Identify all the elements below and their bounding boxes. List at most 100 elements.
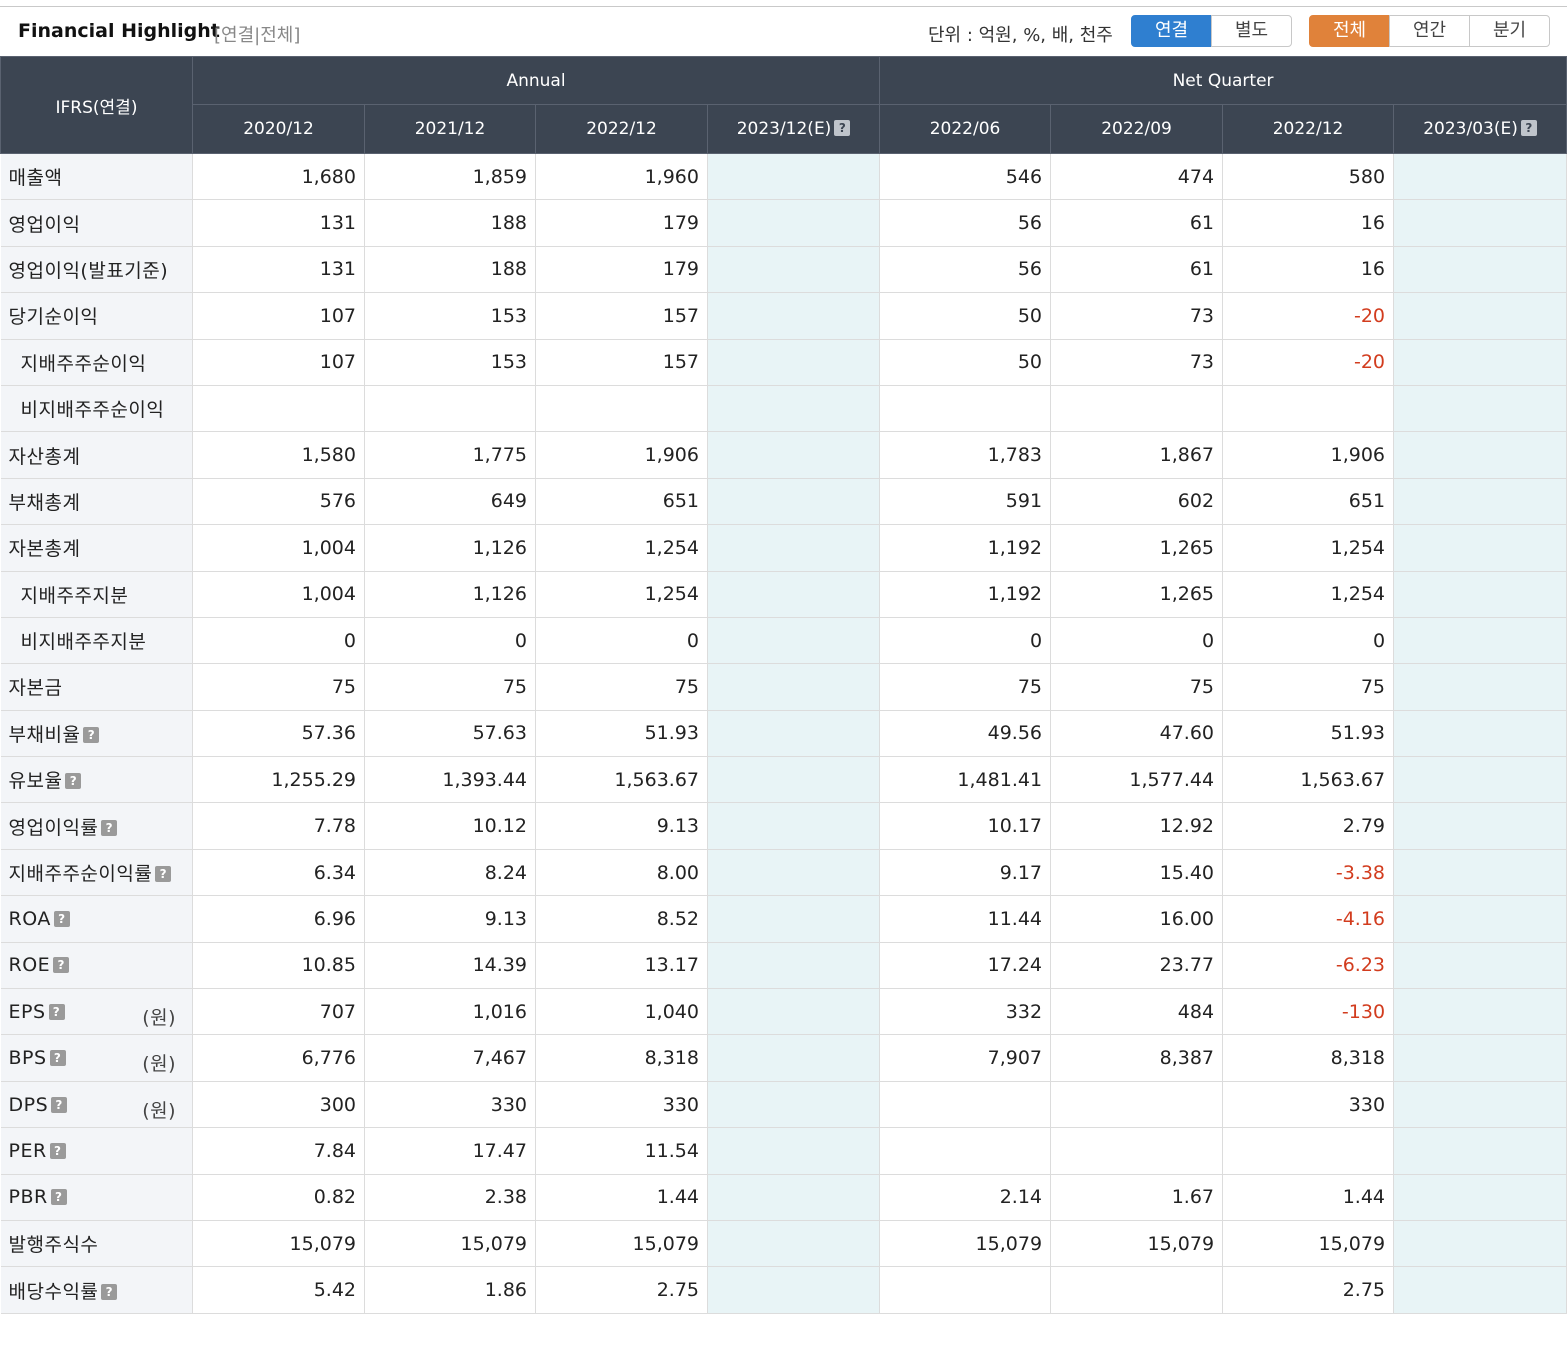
column-header-label: 2021/12 bbox=[414, 119, 486, 139]
table-cell bbox=[879, 1266, 1052, 1314]
help-icon[interactable]: ? bbox=[1520, 120, 1537, 136]
table-cell: 10.12 bbox=[364, 802, 536, 850]
row-label-text: 유보율 bbox=[8, 770, 63, 793]
table-cell: 1.67 bbox=[1050, 1174, 1224, 1221]
row-label: 배당수익률? bbox=[0, 1266, 193, 1314]
table-cell: -4.16 bbox=[1222, 895, 1395, 943]
help-icon[interactable]: ? bbox=[50, 1189, 67, 1206]
table-cell bbox=[707, 1174, 881, 1221]
row-unit: (원) bbox=[142, 1099, 176, 1122]
help-icon[interactable]: ? bbox=[53, 957, 70, 974]
help-icon[interactable]: ? bbox=[53, 910, 70, 927]
table-cell: -20 bbox=[1222, 292, 1395, 340]
help-icon[interactable]: ? bbox=[51, 1096, 68, 1113]
consolidated-button[interactable]: 연결 bbox=[1131, 15, 1212, 47]
row-label-text: 비지배주주지분 bbox=[20, 631, 147, 654]
table-cell: 1,255.29 bbox=[192, 756, 365, 804]
help-icon[interactable]: ? bbox=[49, 1142, 66, 1159]
table-cell: -3.38 bbox=[1222, 849, 1395, 897]
table-cell: 651 bbox=[1222, 478, 1395, 526]
table-cell: 50 bbox=[879, 292, 1052, 340]
table-cell bbox=[707, 617, 881, 665]
table-cell: 8.52 bbox=[535, 895, 708, 943]
table-cell bbox=[1393, 246, 1567, 294]
row-label: 지배주주순이익 bbox=[0, 339, 193, 386]
column-header: 2022/09 bbox=[1050, 104, 1224, 154]
table-cell bbox=[1393, 431, 1567, 479]
help-icon[interactable]: ? bbox=[155, 866, 172, 883]
row-label: 발행주식수 bbox=[0, 1220, 193, 1268]
column-header: 2023/12(E)? bbox=[706, 104, 881, 154]
help-icon[interactable]: ? bbox=[101, 819, 118, 836]
row-label-text: 비지배주주순이익 bbox=[20, 399, 165, 422]
table-cell: 0.82 bbox=[192, 1174, 365, 1221]
help-icon[interactable]: ? bbox=[65, 773, 82, 790]
table-cell: 15.40 bbox=[1050, 849, 1224, 897]
separate-button[interactable]: 별도 bbox=[1211, 15, 1292, 47]
table-cell bbox=[879, 1127, 1052, 1175]
row-label: DPS? (원) bbox=[0, 1081, 193, 1129]
table-cell: 7.78 bbox=[192, 802, 365, 850]
table-cell: 1,040 bbox=[535, 988, 708, 1036]
help-icon[interactable]: ? bbox=[83, 726, 100, 743]
panel-header: Financial Highlight [연결|전체] 단위 : 억원, %, … bbox=[0, 6, 1567, 60]
table-cell: 330 bbox=[1222, 1081, 1395, 1129]
table-cell: 10.85 bbox=[192, 942, 365, 990]
table-cell: 649 bbox=[364, 478, 536, 526]
table-cell: 131 bbox=[192, 199, 365, 247]
table-cell: 330 bbox=[535, 1081, 708, 1129]
table-cell: 7,467 bbox=[364, 1034, 536, 1082]
table-cell: 7.84 bbox=[192, 1127, 365, 1175]
table-row: 부채총계 576 649 651 591 602 651 bbox=[0, 478, 1567, 526]
column-header-label: 2022/12 bbox=[1272, 119, 1344, 139]
row-unit: (원) bbox=[142, 1006, 176, 1029]
table-cell: 1,906 bbox=[535, 431, 708, 479]
row-label: 영업이익(발표기준) bbox=[0, 246, 193, 294]
table-cell: 6.34 bbox=[192, 849, 365, 897]
table-cell bbox=[192, 385, 365, 433]
quarterly-button[interactable]: 분기 bbox=[1469, 15, 1550, 47]
table-cell bbox=[1050, 1127, 1224, 1175]
table-cell: 1,783 bbox=[879, 431, 1052, 479]
row-label-text: 자본총계 bbox=[8, 538, 81, 561]
table-cell bbox=[707, 1127, 881, 1175]
table-cell: 9.17 bbox=[879, 849, 1052, 897]
row-label: 지배주주지분 bbox=[0, 571, 193, 618]
row-label-text: PBR bbox=[8, 1186, 48, 1209]
row-label: 매출액 bbox=[0, 153, 193, 201]
table-cell: 107 bbox=[192, 339, 365, 386]
row-label-text: 발행주식수 bbox=[8, 1234, 99, 1257]
table-cell: 75 bbox=[364, 663, 536, 711]
table-cell: 47.60 bbox=[1050, 710, 1224, 758]
help-icon[interactable]: ? bbox=[834, 120, 851, 136]
annual-button[interactable]: 연간 bbox=[1389, 15, 1470, 47]
table-cell: 8,387 bbox=[1050, 1034, 1224, 1082]
corner-header: IFRS(연결) bbox=[0, 56, 193, 154]
table-cell bbox=[1393, 478, 1567, 526]
help-icon[interactable]: ? bbox=[48, 1003, 65, 1020]
all-periods-button[interactable]: 전체 bbox=[1309, 15, 1390, 47]
table-cell: 131 bbox=[192, 246, 365, 294]
table-cell: 0 bbox=[1222, 617, 1395, 665]
table-row: DPS? (원) 300 330 330 330 bbox=[0, 1081, 1567, 1129]
table-cell bbox=[707, 1220, 881, 1268]
table-cell: 15,079 bbox=[1050, 1220, 1224, 1268]
table-cell: 15,079 bbox=[535, 1220, 708, 1268]
table-cell: 50 bbox=[879, 339, 1052, 386]
table-row: PER? 7.84 17.47 11.54 bbox=[0, 1127, 1567, 1175]
table-row: 지배주주순이익 107 153 157 50 73 -20 bbox=[0, 339, 1567, 386]
table-cell: 332 bbox=[879, 988, 1052, 1036]
table-cell: -130 bbox=[1222, 988, 1395, 1036]
help-icon[interactable]: ? bbox=[49, 1050, 66, 1067]
table-cell bbox=[707, 1266, 881, 1314]
row-label-text: BPS bbox=[8, 1047, 47, 1070]
table-cell: 61 bbox=[1050, 199, 1224, 247]
table-cell: 188 bbox=[364, 246, 536, 294]
row-label: BPS? (원) bbox=[0, 1034, 193, 1082]
column-header-label: 2022/12 bbox=[586, 119, 657, 139]
table-cell: 1,906 bbox=[1222, 431, 1395, 479]
table-cell bbox=[707, 802, 881, 850]
table-cell: 9.13 bbox=[364, 895, 536, 943]
help-icon[interactable]: ? bbox=[101, 1283, 118, 1300]
table-cell bbox=[707, 756, 881, 804]
